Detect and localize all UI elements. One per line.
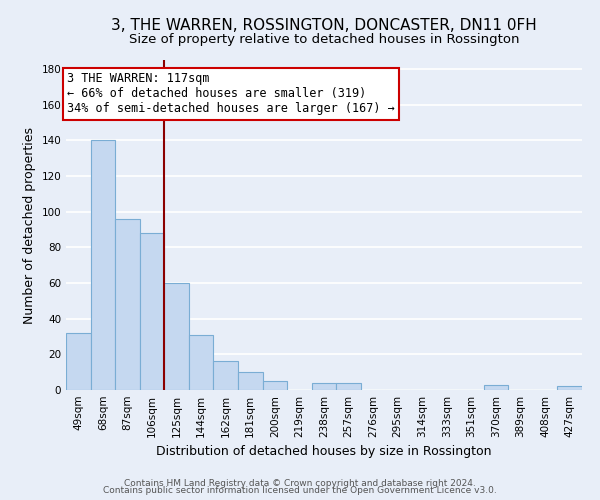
Text: Contains HM Land Registry data © Crown copyright and database right 2024.: Contains HM Land Registry data © Crown c…	[124, 478, 476, 488]
X-axis label: Distribution of detached houses by size in Rossington: Distribution of detached houses by size …	[156, 446, 492, 458]
Bar	[189, 334, 214, 390]
Bar	[238, 372, 263, 390]
Bar	[66, 333, 91, 390]
Bar	[164, 283, 189, 390]
Bar	[91, 140, 115, 390]
Text: Size of property relative to detached houses in Rossington: Size of property relative to detached ho…	[129, 32, 519, 46]
Bar	[336, 383, 361, 390]
Text: 3, THE WARREN, ROSSINGTON, DONCASTER, DN11 0FH: 3, THE WARREN, ROSSINGTON, DONCASTER, DN…	[111, 18, 537, 32]
Bar	[263, 381, 287, 390]
Bar	[557, 386, 582, 390]
Y-axis label: Number of detached properties: Number of detached properties	[23, 126, 36, 324]
Text: Contains public sector information licensed under the Open Government Licence v3: Contains public sector information licen…	[103, 486, 497, 495]
Bar	[312, 383, 336, 390]
Bar	[214, 362, 238, 390]
Bar	[140, 233, 164, 390]
Bar	[115, 219, 140, 390]
Bar	[484, 384, 508, 390]
Text: 3 THE WARREN: 117sqm
← 66% of detached houses are smaller (319)
34% of semi-deta: 3 THE WARREN: 117sqm ← 66% of detached h…	[67, 72, 395, 116]
